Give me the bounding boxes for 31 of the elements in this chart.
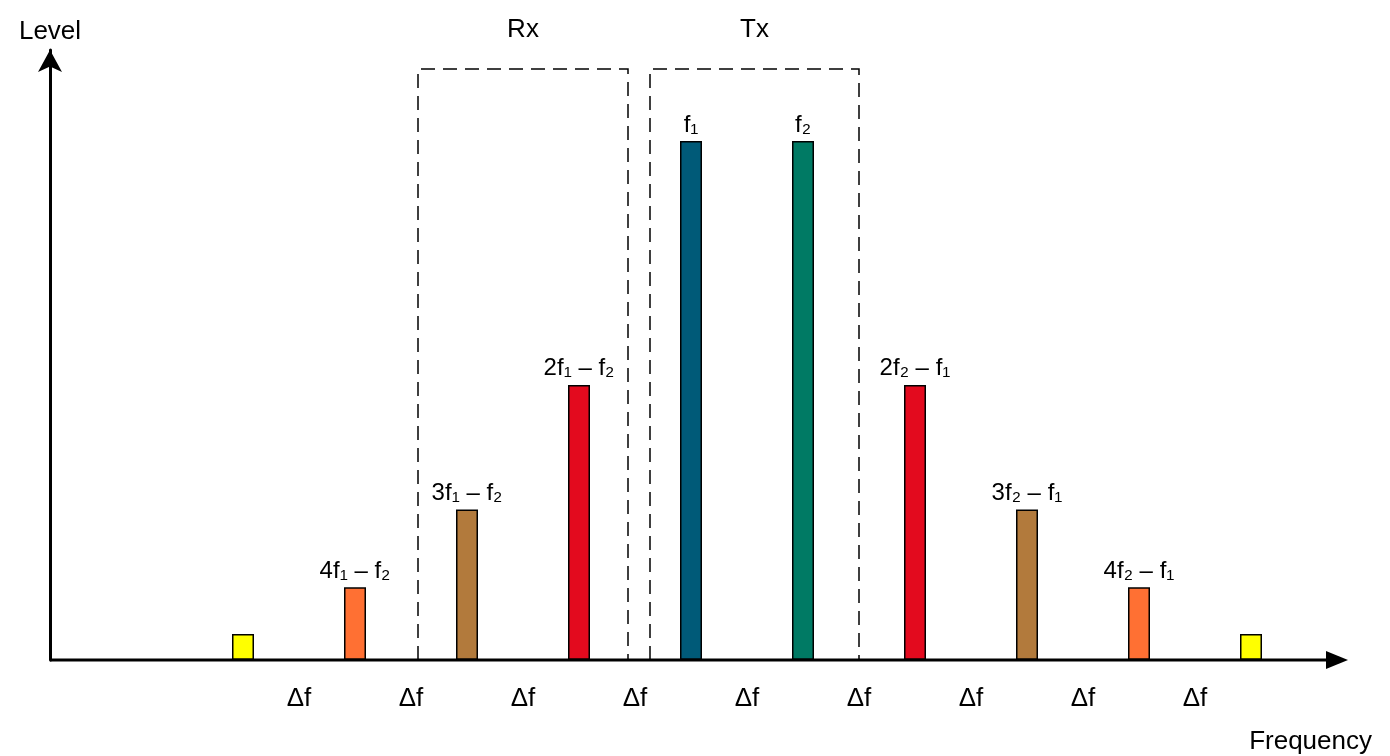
x-tick-label: 3f₂ – f₁ bbox=[991, 477, 1063, 505]
bar bbox=[344, 587, 366, 660]
x-tick-label: 4f₂ – f₁ bbox=[1103, 555, 1175, 583]
text: Rx bbox=[507, 13, 539, 43]
x-tick-label: f₁ bbox=[683, 109, 699, 137]
bar bbox=[1240, 634, 1262, 660]
text: Δf bbox=[510, 682, 537, 712]
text: Δf bbox=[734, 682, 761, 712]
text: Δf bbox=[958, 682, 985, 712]
text: Δf bbox=[846, 682, 873, 712]
text: Δf bbox=[286, 682, 313, 712]
x-tick-label: 4f₁ – f₂ bbox=[319, 555, 391, 583]
bar bbox=[1016, 509, 1038, 660]
bar bbox=[568, 384, 590, 660]
text: Δf bbox=[1182, 682, 1209, 712]
text: Tx bbox=[740, 13, 769, 43]
bar bbox=[904, 384, 926, 660]
bar bbox=[680, 141, 702, 660]
x-tick-label: 2f₁ – f₂ bbox=[543, 353, 615, 381]
x-tick-label: 2f₂ – f₁ bbox=[879, 353, 951, 381]
x-tick-label: 3f₁ – f₂ bbox=[431, 477, 503, 505]
bar bbox=[456, 509, 478, 660]
text: Δf bbox=[398, 682, 425, 712]
text: Δf bbox=[1070, 682, 1097, 712]
bar bbox=[792, 141, 814, 660]
x-axis-title: Frequency bbox=[1249, 725, 1372, 755]
text: Level bbox=[18, 15, 82, 45]
x-tick-label: f₂ bbox=[795, 109, 811, 137]
bar bbox=[232, 634, 254, 660]
text: Δf bbox=[622, 682, 649, 712]
bar bbox=[1128, 587, 1150, 660]
